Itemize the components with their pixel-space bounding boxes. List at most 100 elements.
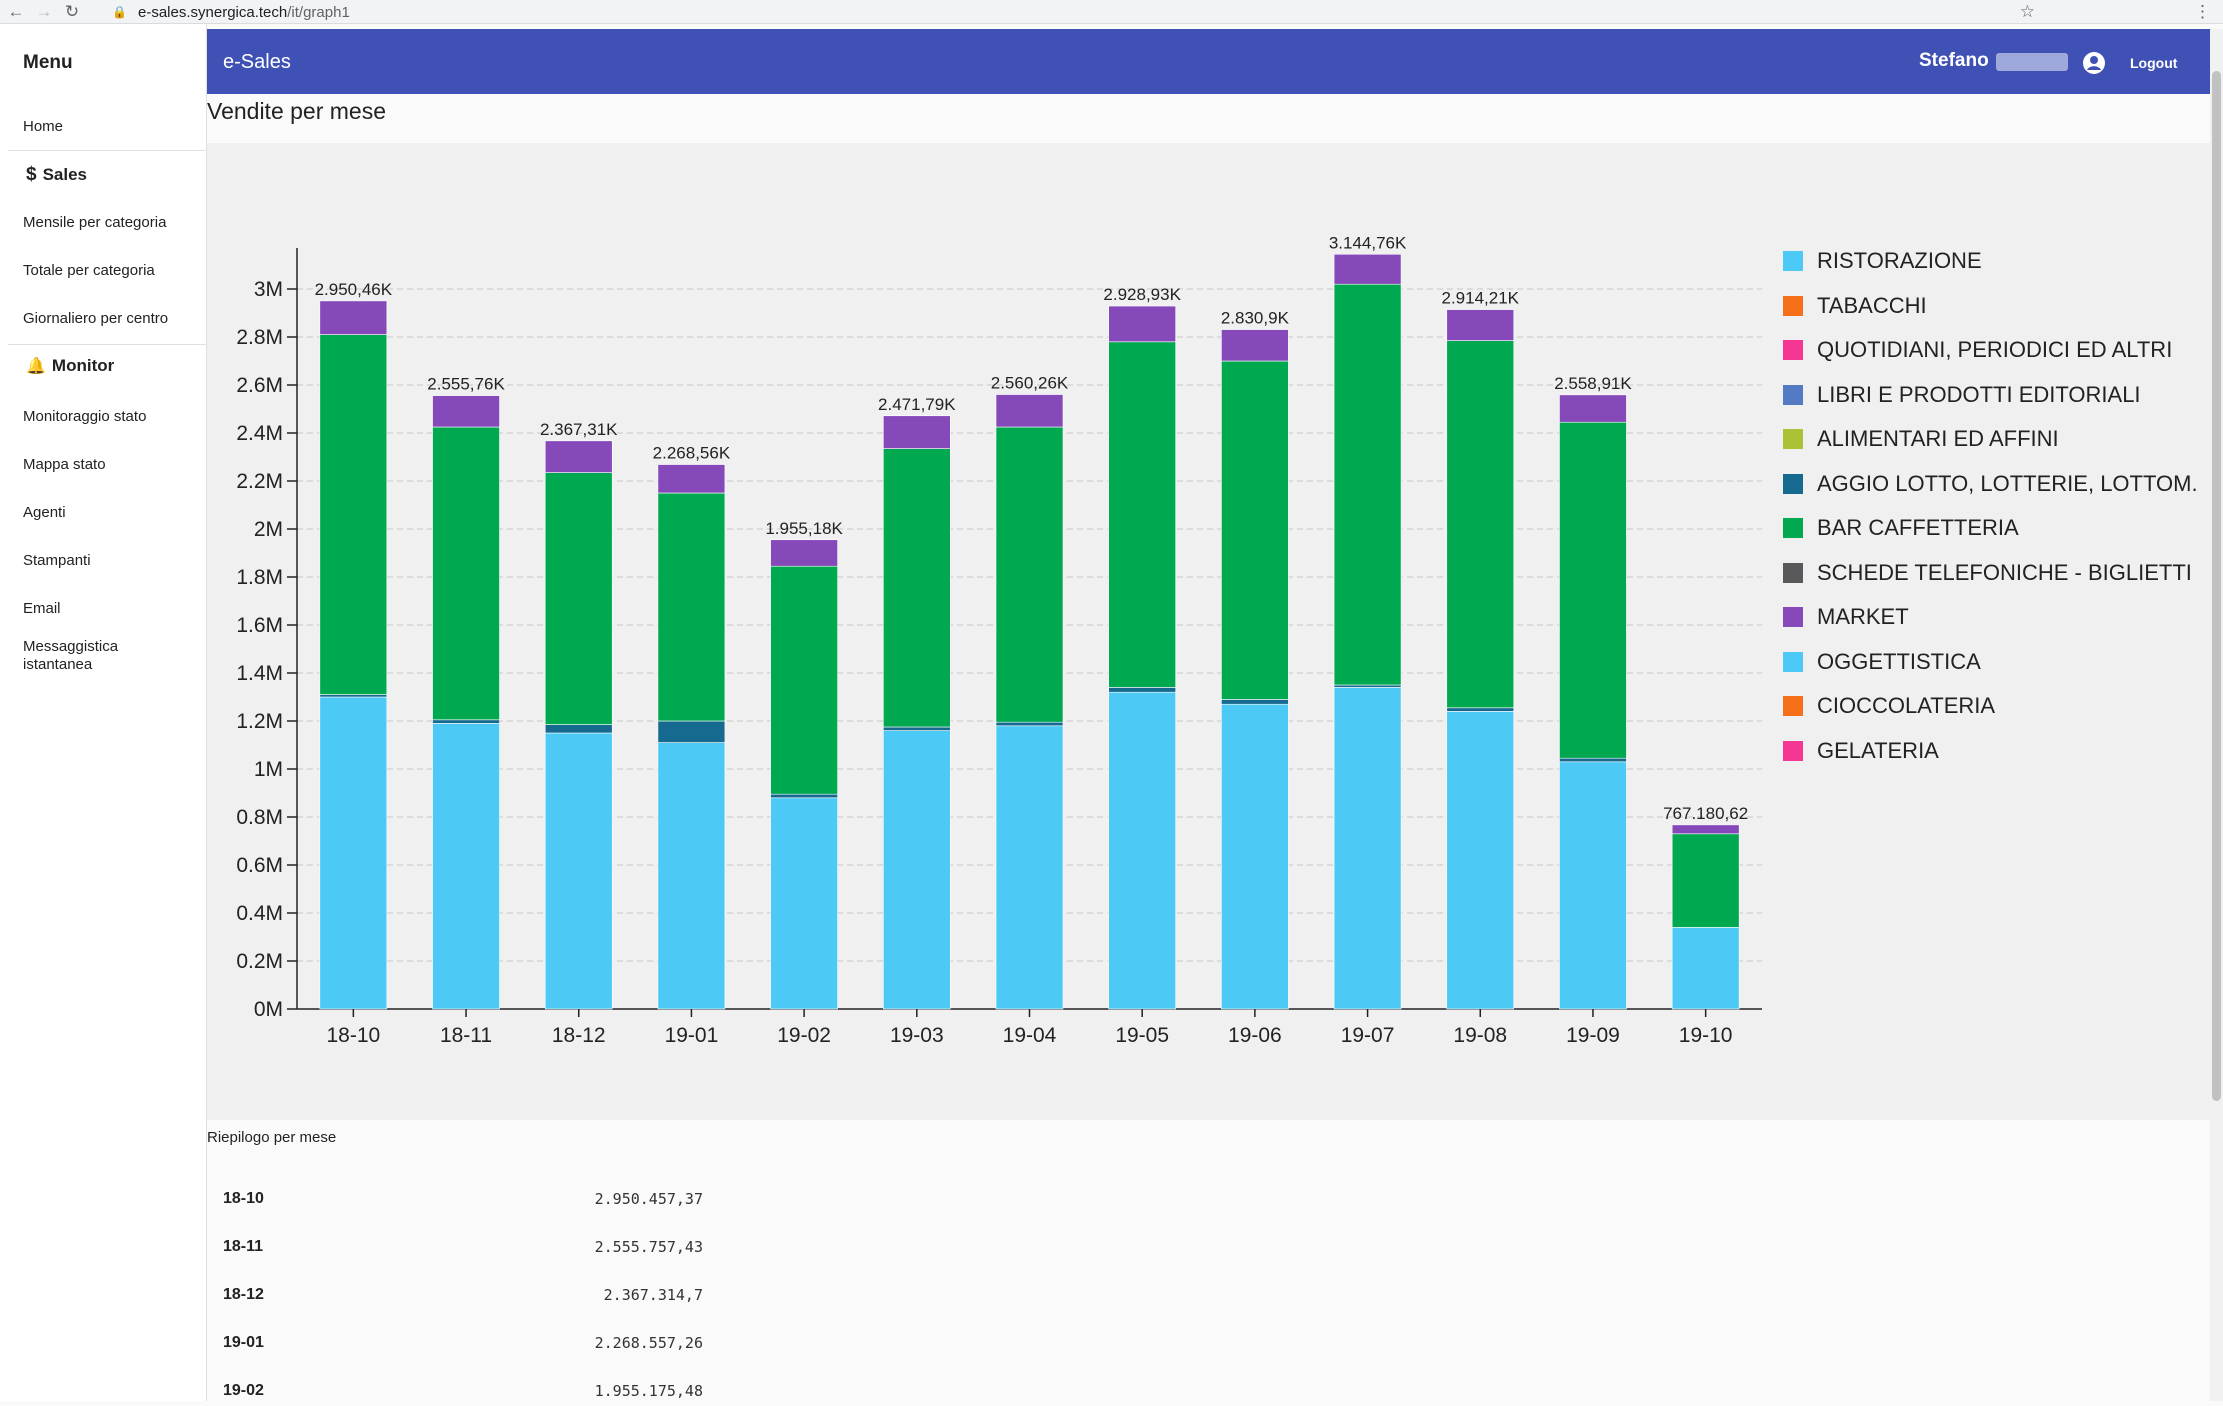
- y-tick-label: 0M: [254, 998, 283, 1021]
- legend-item[interactable]: LIBRI E PRODOTTI EDITORIALI: [1783, 382, 2141, 408]
- app-title: e-Sales: [223, 51, 291, 73]
- legend-item[interactable]: OGGETTISTICA: [1783, 649, 1981, 675]
- bell-icon: 🔔: [26, 358, 46, 375]
- x-tick-label: 19-05: [1115, 1024, 1169, 1047]
- legend-swatch: [1783, 340, 1803, 360]
- bar-segment: [432, 719, 500, 724]
- summary-month: 19-01: [223, 1334, 264, 1351]
- sidebar-item-agenti[interactable]: Agenti: [23, 504, 66, 521]
- chart-panel: 0M 0.2M 0.4M 0.6M 0.8M 1M 1.2M 1.4M 1.6M 1.8M 2M 2.…: [207, 143, 2210, 1120]
- bar-total-label: 2.560,26K: [991, 374, 1069, 393]
- legend-swatch: [1783, 384, 1803, 405]
- sidebar-section-label: Sales: [42, 165, 88, 184]
- bar-total-label: 3.144,76K: [1329, 233, 1407, 252]
- x-tick-label: 18-12: [552, 1024, 606, 1047]
- sidebar-item-home[interactable]: Home: [23, 118, 64, 135]
- sidebar-divider: [8, 344, 207, 345]
- legend-item[interactable]: QUOTIDIANI, PERIODICI ED ALTRI: [1783, 337, 2172, 363]
- summary-row: 18-11 2.555.757,43: [223, 1238, 703, 1262]
- legend-label: OGGETTISTICA: [1817, 648, 1981, 674]
- legend-swatch: [1783, 740, 1803, 761]
- bar-total-label: 767.180,62: [1663, 804, 1748, 823]
- legend-item[interactable]: BAR CAFFETTERIA: [1783, 515, 2019, 541]
- forward-icon[interactable]: →: [35, 1, 53, 21]
- y-tick-label: 0.2M: [236, 950, 283, 973]
- bar-segment: [770, 565, 838, 795]
- back-icon[interactable]: ←: [7, 1, 25, 21]
- summary-title: Riepilogo per mese: [207, 1129, 337, 1146]
- bar-segment: [883, 730, 951, 1010]
- x-tick-label: 19-10: [1679, 1024, 1733, 1047]
- sidebar-item-giornaliero[interactable]: Giornaliero per centro: [23, 310, 169, 327]
- sidebar-divider: [8, 150, 207, 151]
- bar-segment: [319, 694, 388, 698]
- bar-segment: [883, 726, 951, 731]
- legend-swatch: [1783, 251, 1803, 271]
- account-icon[interactable]: [2082, 51, 2106, 75]
- legend-swatch: [1783, 562, 1803, 583]
- scrollbar-thumb[interactable]: [2212, 71, 2221, 1101]
- page-scrollbar[interactable]: [2210, 29, 2223, 1401]
- bar-total-label: 1.955,18K: [765, 519, 843, 538]
- y-tick-label: 2.8M: [236, 326, 283, 349]
- sidebar-item-messaggistica[interactable]: Messaggistica istantanea: [23, 638, 119, 673]
- bookmark-star-icon[interactable]: ☆: [2019, 2, 2035, 21]
- legend-item[interactable]: GELATERIA: [1783, 738, 1939, 764]
- sidebar-item-stampanti[interactable]: Stampanti: [23, 552, 91, 569]
- legend-swatch: [1783, 473, 1803, 494]
- sidebar-item-email[interactable]: Email: [23, 600, 61, 617]
- legend-swatch: [1783, 607, 1803, 627]
- logout-button[interactable]: Logout: [2130, 55, 2178, 71]
- legend-item[interactable]: ALIMENTARI ED AFFINI: [1783, 426, 2059, 452]
- bar-segment: [1446, 707, 1515, 712]
- browser-menu-icon[interactable]: ⋮: [2194, 2, 2211, 21]
- bar-segment: [432, 395, 500, 428]
- sidebar-item-mensile[interactable]: Mensile per categoria: [23, 214, 167, 231]
- bar-segment: [1108, 341, 1176, 688]
- address-bar[interactable]: 🔒 e-sales.synergica.tech/it/graph1: [112, 1, 2030, 23]
- summary-value: 2.950.457,37: [594, 1190, 703, 1208]
- sidebar-item-mappa[interactable]: Mappa stato: [23, 456, 106, 473]
- legend-label: GELATERIA: [1817, 737, 1939, 763]
- bar-segment: [770, 793, 838, 799]
- y-tick-label: 1.4M: [236, 662, 283, 685]
- summary-value: 2.555.757,43: [594, 1238, 703, 1256]
- legend-label: MARKET: [1817, 604, 1909, 629]
- bar-segment: [1446, 711, 1515, 1010]
- legend-item[interactable]: SCHEDE TELEFONICHE - BIGLIETTI: [1783, 560, 2192, 586]
- y-tick-label: 2.4M: [236, 422, 283, 445]
- y-tick-label: 0.4M: [236, 902, 283, 925]
- reload-icon[interactable]: ↻: [64, 1, 80, 21]
- bar-segment: [1559, 421, 1627, 759]
- summary-month: 18-10: [223, 1190, 264, 1207]
- sidebar-item-totale[interactable]: Totale per categoria: [23, 262, 155, 279]
- legend-item[interactable]: CIOCCOLATERIA: [1783, 693, 1995, 719]
- bar-total-label: 2.268,56K: [653, 444, 731, 463]
- x-tick-label: 19-08: [1453, 1024, 1507, 1047]
- legend-label: ALIMENTARI ED AFFINI: [1817, 426, 2059, 451]
- sidebar-item-monitoraggio[interactable]: Monitoraggio stato: [23, 408, 147, 425]
- bar-segment: [319, 696, 388, 1010]
- sidebar: Menu Home $ Sales Mensile per categoria …: [0, 24, 207, 1401]
- bar-segment: [883, 415, 951, 449]
- legend-item[interactable]: TABACCHI: [1783, 293, 1927, 319]
- legend-label: BAR CAFFETTERIA: [1817, 515, 2019, 540]
- sidebar-section-monitor[interactable]: 🔔 Monitor: [26, 356, 114, 376]
- legend-item[interactable]: AGGIO LOTTO, LOTTERIE, LOTTOM.: [1783, 471, 2198, 497]
- legend-item[interactable]: MARKET: [1783, 604, 1909, 630]
- bar-segment: [1221, 699, 1289, 705]
- user-name: Stefano: [1919, 50, 1989, 71]
- bar-segment: [1671, 927, 1740, 1010]
- bar-segment: [657, 742, 726, 1010]
- legend-item[interactable]: RISTORAZIONE: [1783, 248, 1982, 274]
- legend-swatch: [1783, 295, 1803, 316]
- bar-total-label: 2.950,46K: [315, 280, 393, 299]
- bar-segment: [1108, 687, 1176, 693]
- menu-title: Menu: [23, 52, 73, 73]
- legend-label: TABACCHI: [1817, 292, 1927, 318]
- legend-label: SCHEDE TELEFONICHE - BIGLIETTI: [1817, 559, 2192, 585]
- sidebar-section-sales[interactable]: $ Sales: [26, 164, 87, 186]
- bar-total-label: 2.914,21K: [1442, 289, 1520, 308]
- summary-month: 18-12: [223, 1286, 264, 1303]
- y-tick-label: 0.8M: [236, 806, 283, 829]
